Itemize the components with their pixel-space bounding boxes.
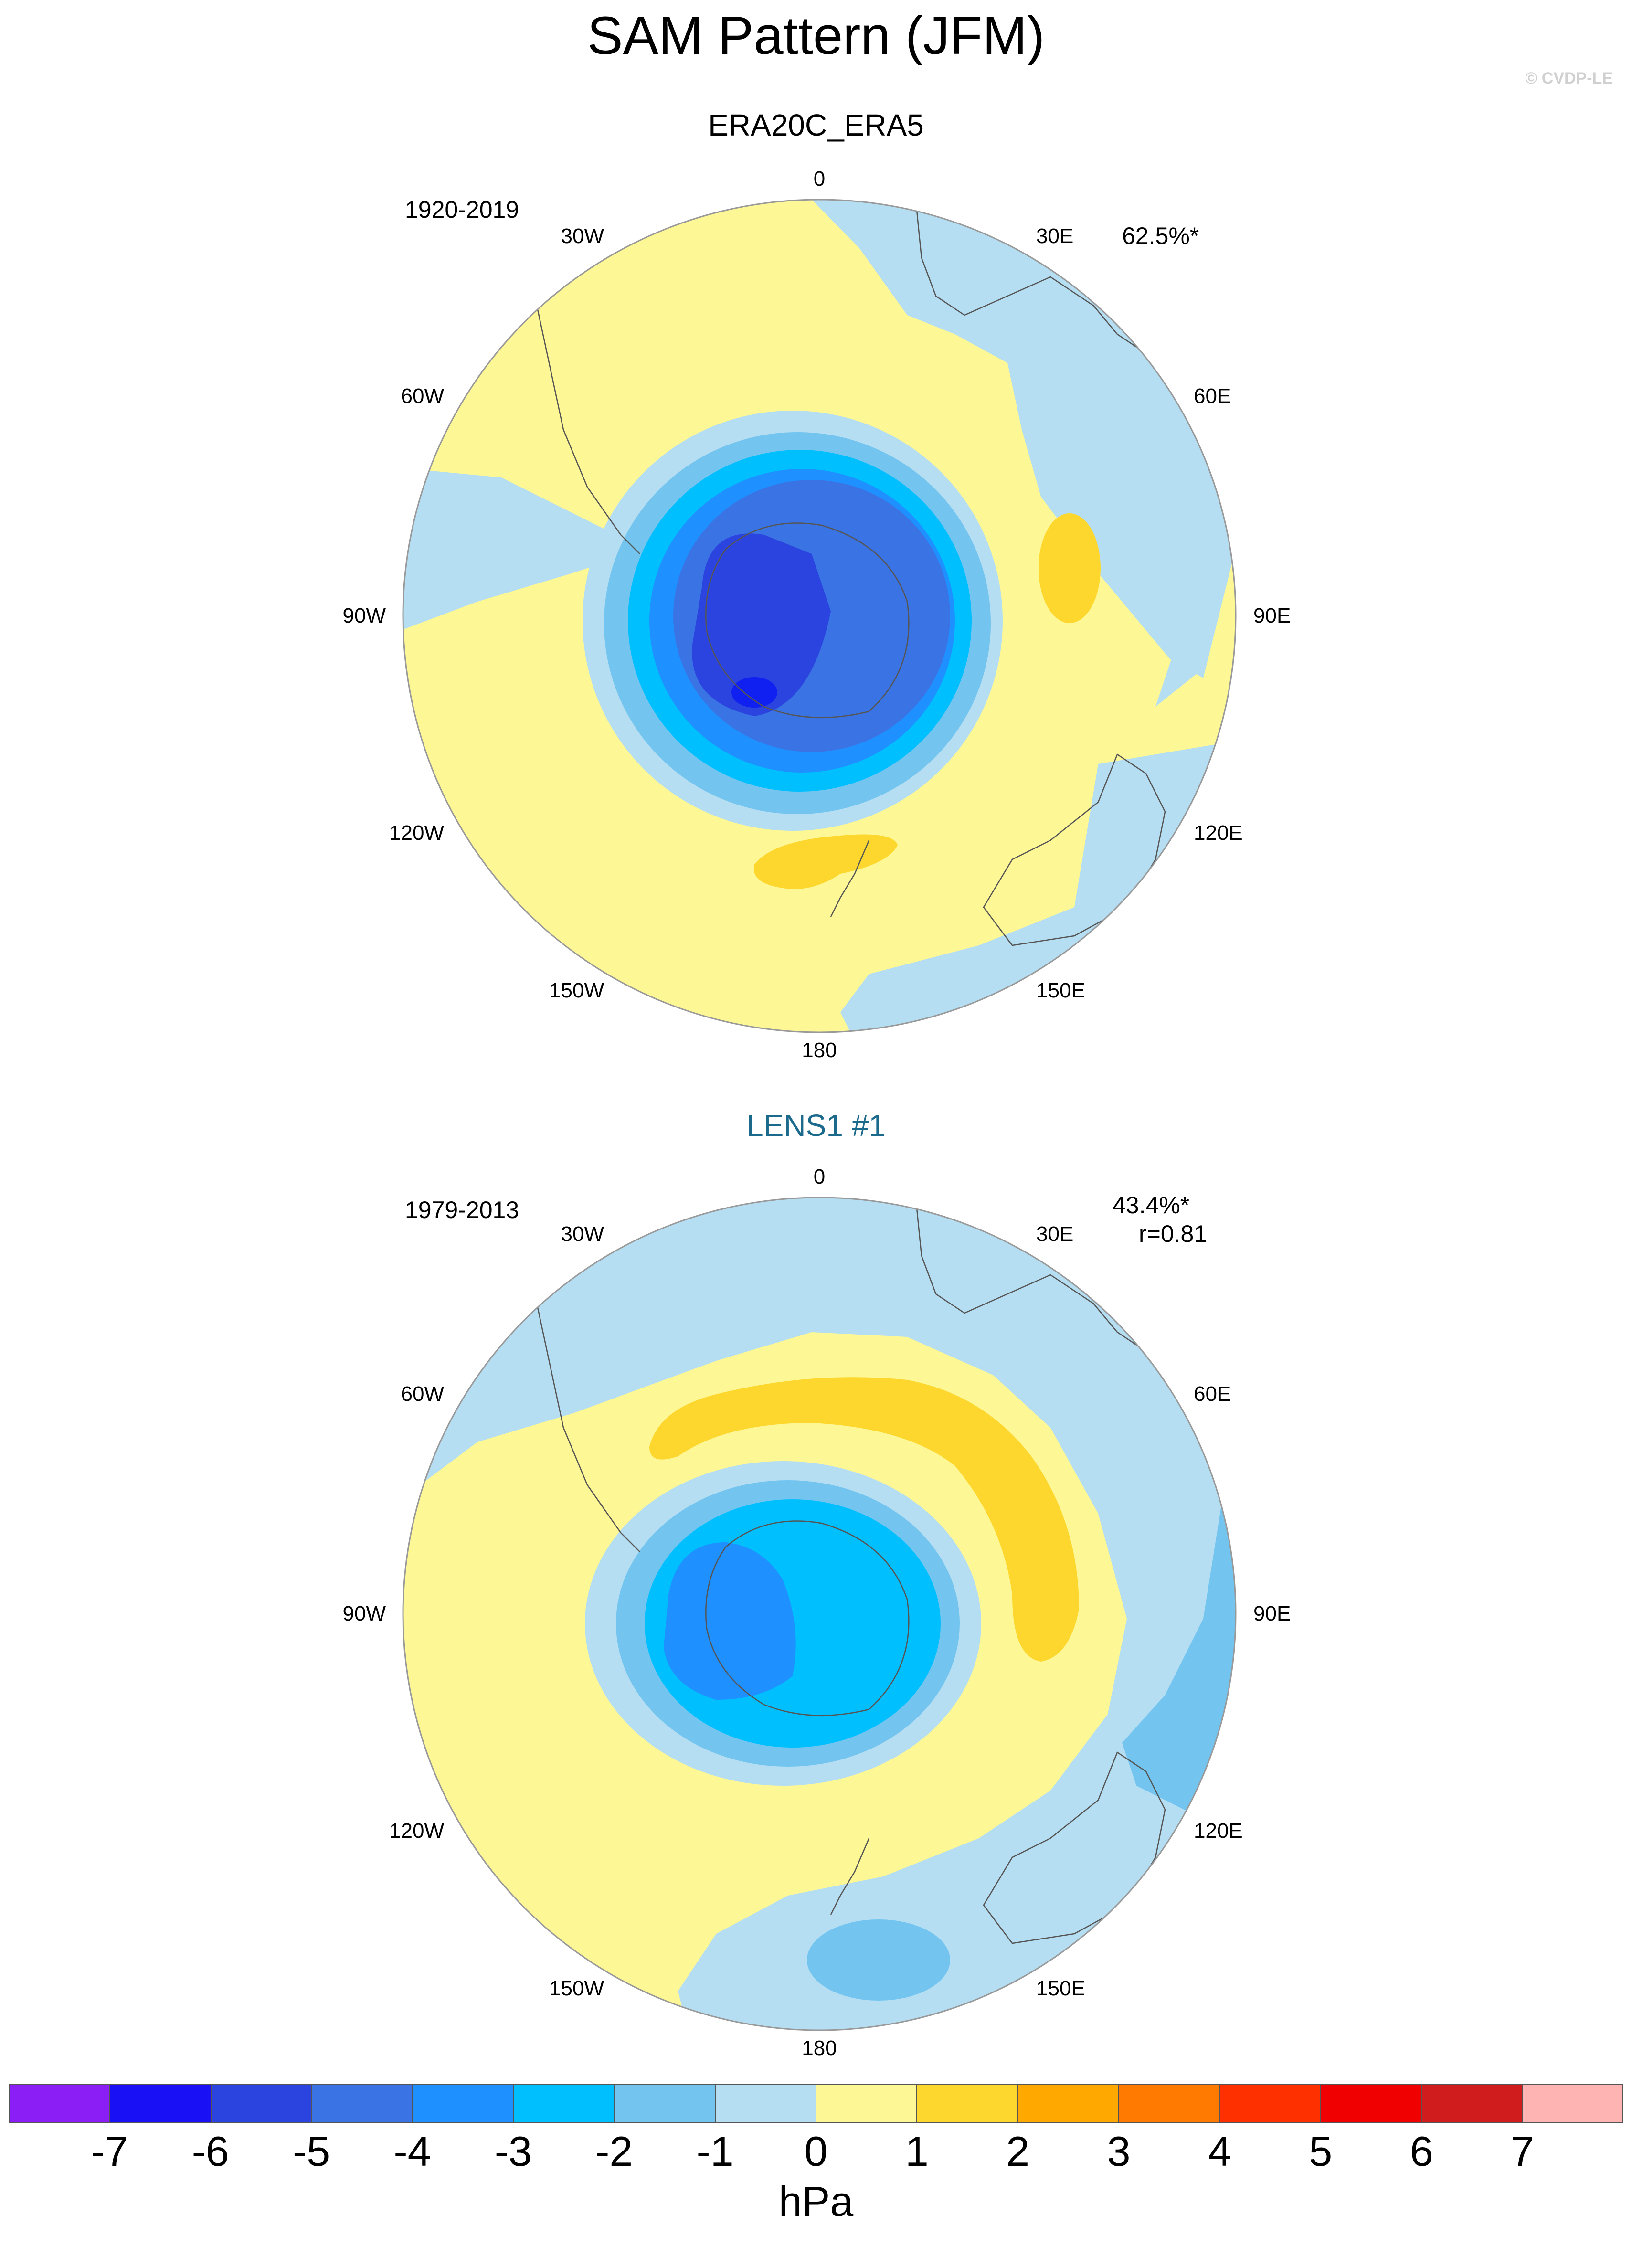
colorbar-tick-label: 4 — [1208, 2128, 1231, 2175]
colorbar-swatch — [1220, 2085, 1321, 2122]
panel-2-period: 1979-2013 — [405, 1197, 519, 1223]
panel-2-polar-map — [402, 1197, 1237, 2031]
colorbar-tick-label: -5 — [293, 2128, 330, 2175]
p2-lon-label-30w: 30W — [561, 1222, 604, 1246]
colorbar-swatch — [110, 2085, 212, 2122]
panel-1-polar-map — [402, 199, 1237, 1033]
p1-lon-label-60w: 60W — [401, 384, 444, 408]
watermark: © CVDP-LE — [1525, 69, 1613, 87]
colorbar-swatch — [211, 2085, 312, 2122]
p1-contour-neg7 — [731, 677, 777, 708]
colorbar-tick-label: -7 — [91, 2128, 128, 2175]
colorbar-swatch — [312, 2085, 413, 2122]
p2-contour-neg4 — [664, 1542, 796, 1700]
p2-lon-label-60e: 60E — [1194, 1382, 1231, 1406]
p1-contour-pos2-pacific — [753, 834, 898, 889]
p2-lon-label-60w: 60W — [401, 1382, 444, 1406]
colorbar-swatch — [1018, 2085, 1119, 2122]
p1-lon-label-120e: 120E — [1194, 821, 1243, 845]
colorbar-swatch — [917, 2085, 1018, 2122]
p2-lon-label-180: 180 — [802, 2036, 837, 2060]
colorbar-swatch — [10, 2085, 111, 2122]
p2-contour-neg2-east — [1122, 1499, 1236, 1819]
p1-lon-label-90w: 90W — [342, 604, 386, 627]
p2-contour-pos2-arc — [649, 1377, 1079, 1662]
colorbar-swatch — [715, 2085, 816, 2122]
colorbar-swatch — [413, 2085, 514, 2122]
colorbar-swatch — [1522, 2085, 1622, 2122]
figure-title: SAM Pattern (JFM) — [587, 6, 1045, 65]
p2-lon-label-30e: 30E — [1036, 1222, 1074, 1246]
p1-map-boundary — [402, 199, 1237, 1033]
p1-lon-label-120w: 120W — [389, 821, 444, 845]
p1-lon-label-30w: 30W — [561, 224, 604, 248]
colorbar-tick-label: 2 — [1006, 2128, 1030, 2175]
p2-map-boundary — [402, 1197, 1237, 2031]
p1-lon-label-90e: 90E — [1253, 604, 1291, 627]
panel-2-pattern-correlation: r=0.81 — [1139, 1220, 1208, 1247]
colorbar-tick-label: 0 — [804, 2128, 828, 2175]
colorbar-tick-label: -1 — [696, 2128, 734, 2175]
p2-lon-label-90e: 90E — [1253, 1602, 1291, 1625]
p1-lon-label-60e: 60E — [1194, 384, 1231, 408]
p2-lon-label-150w: 150W — [549, 1977, 604, 2000]
panel-1-title: ERA20C_ERA5 — [708, 108, 924, 142]
p2-lon-label-0: 0 — [813, 1165, 826, 1188]
p1-lon-label-180: 180 — [802, 1039, 837, 1062]
p1-lon-label-30e: 30E — [1036, 224, 1074, 248]
p2-lon-label-120e: 120E — [1194, 1819, 1243, 1843]
colorbar-swatch — [514, 2085, 615, 2122]
panel-1-variance: 62.5%* — [1122, 223, 1199, 249]
p1-lon-label-0: 0 — [813, 167, 826, 191]
p1-region-neg1-west — [403, 468, 645, 630]
p2-coastlines — [534, 1208, 1166, 1944]
p2-lon-label-150e: 150E — [1036, 1977, 1085, 2000]
p2-lon-label-90w: 90W — [342, 1602, 386, 1625]
panel-2-variance: 43.4%* — [1113, 1192, 1190, 1219]
colorbar-swatch — [1119, 2085, 1220, 2122]
p2-contour-neg2-pacific — [807, 1919, 950, 2001]
p1-contour-neg6 — [692, 533, 831, 716]
p1-lon-label-150w: 150W — [549, 979, 604, 1002]
panel-2-title: LENS1 #1 — [746, 1108, 886, 1143]
colorbar — [9, 2084, 1623, 2123]
colorbar-tick-label: 1 — [905, 2128, 929, 2175]
p1-lon-label-150e: 150E — [1036, 979, 1085, 1002]
p2-lon-label-120w: 120W — [389, 1819, 444, 1843]
colorbar-swatch — [615, 2085, 716, 2122]
colorbar-tick-label: 7 — [1511, 2128, 1535, 2175]
colorbar-tick-label: 6 — [1409, 2128, 1433, 2175]
colorbar-tick-label: -2 — [595, 2128, 633, 2175]
colorbar-swatch — [816, 2085, 918, 2122]
p1-contour-pos2-indian — [1039, 513, 1101, 623]
colorbar-swatch — [1421, 2085, 1523, 2122]
colorbar-swatch — [1321, 2085, 1422, 2122]
colorbar-tick-label: 5 — [1309, 2128, 1333, 2175]
colorbar-tick-label: -4 — [393, 2128, 431, 2175]
colorbar-tick-label: -3 — [494, 2128, 532, 2175]
panel-1-period: 1920-2019 — [405, 196, 519, 223]
colorbar-tick-label: -6 — [191, 2128, 229, 2175]
p1-coastlines — [534, 210, 1166, 946]
colorbar-units: hPa — [778, 2178, 854, 2225]
colorbar-tick-label: 3 — [1107, 2128, 1131, 2175]
